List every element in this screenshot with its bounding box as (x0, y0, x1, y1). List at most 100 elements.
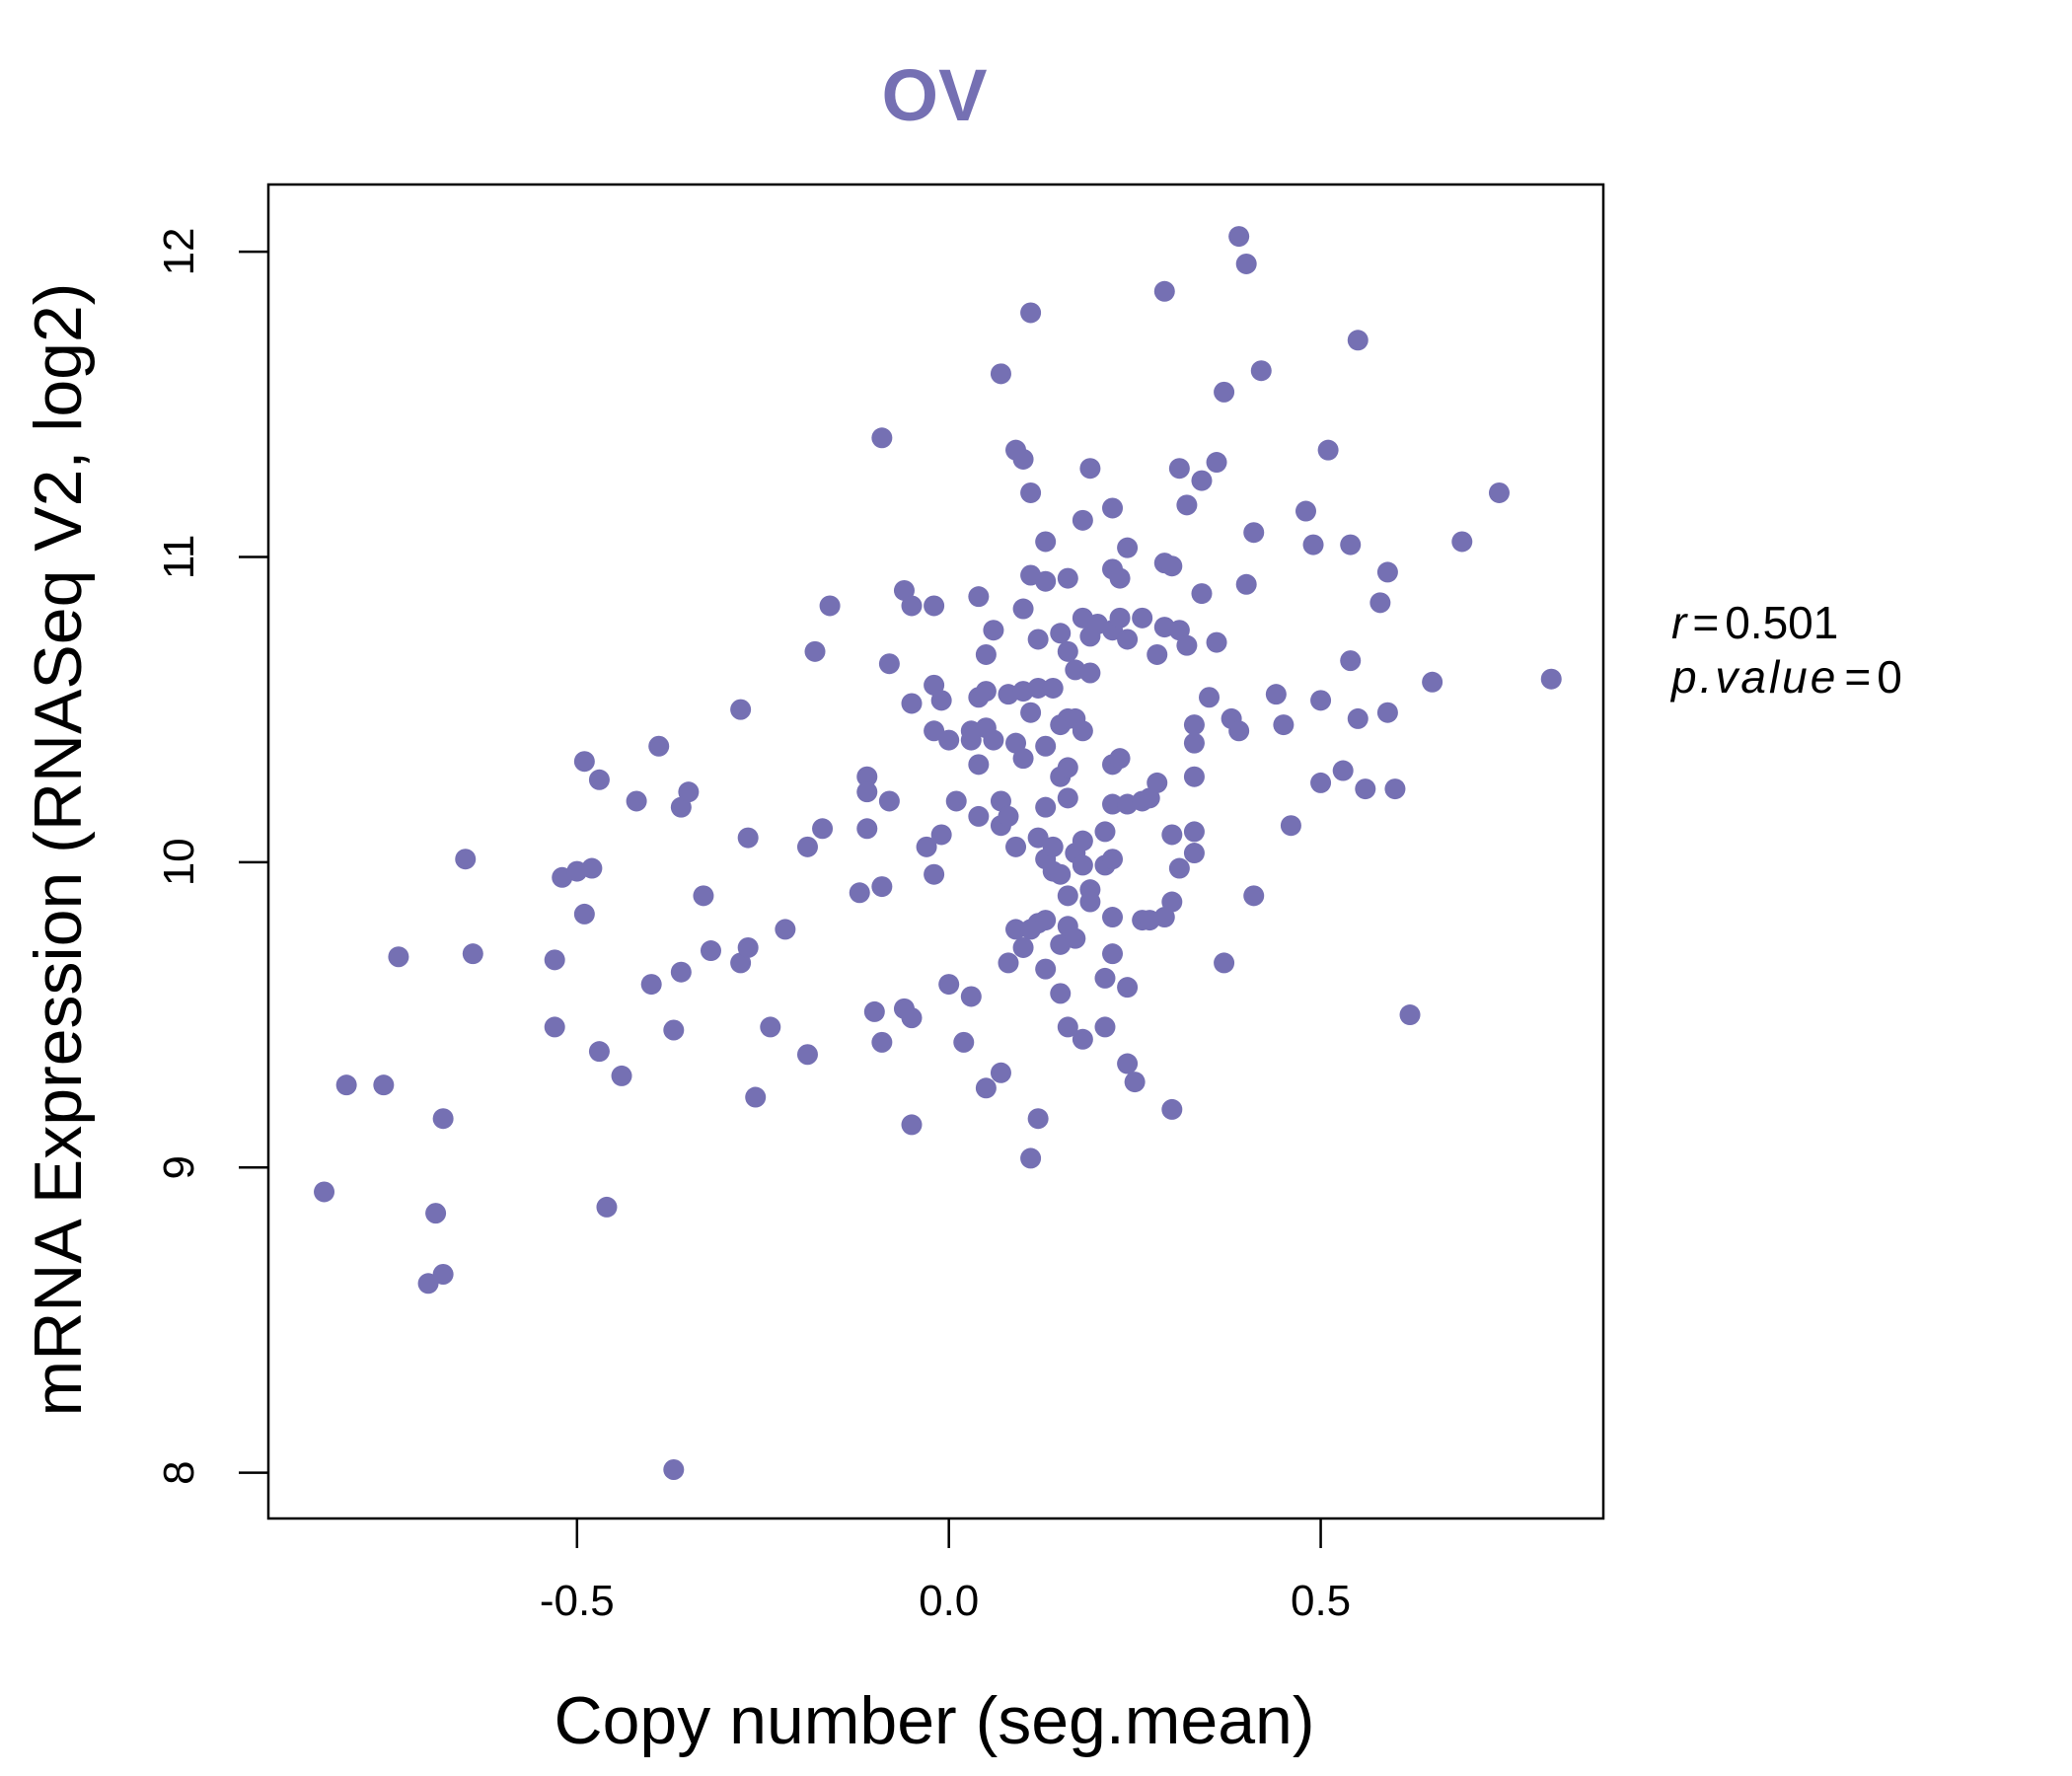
data-point (1161, 555, 1183, 577)
data-point (1422, 671, 1443, 693)
data-point (1027, 1108, 1049, 1130)
data-point (990, 363, 1011, 385)
data-point (1012, 448, 1034, 470)
data-point (588, 769, 610, 790)
data-point (1027, 677, 1049, 699)
data-point (1072, 509, 1093, 531)
data-point (1124, 1072, 1146, 1093)
data-point (1020, 702, 1042, 723)
plot-frame (266, 183, 1605, 1520)
data-point (573, 903, 595, 925)
data-point (1399, 1004, 1421, 1026)
data-point (314, 1181, 335, 1203)
data-point (878, 790, 900, 812)
data-point (1310, 690, 1332, 711)
data-point (1057, 757, 1078, 778)
data-point (1199, 687, 1221, 708)
data-point (1176, 634, 1198, 656)
data-point (1191, 470, 1213, 491)
data-point (975, 643, 997, 665)
y-tick-label: 11 (155, 535, 203, 580)
data-point (1250, 360, 1272, 382)
data-point (626, 790, 647, 812)
data-point (611, 1065, 632, 1086)
data-point (849, 882, 870, 904)
data-point (1302, 534, 1324, 555)
data-point (796, 836, 818, 857)
data-point (1235, 253, 1257, 274)
data-point (1161, 891, 1183, 913)
data-point (901, 595, 923, 617)
data-point (1109, 748, 1131, 770)
data-point (871, 427, 893, 449)
data-point (1117, 629, 1139, 650)
data-point (1183, 821, 1205, 843)
data-point (1176, 494, 1198, 516)
data-point (1117, 1053, 1139, 1074)
p-label: p.value (1669, 651, 1838, 703)
data-point (812, 818, 834, 840)
data-point (1295, 500, 1316, 522)
data-point (588, 1041, 610, 1063)
x-tick-label: 0.5 (1291, 1577, 1351, 1625)
data-point (1340, 650, 1362, 672)
data-point (1050, 863, 1072, 885)
data-point (1012, 598, 1034, 620)
data-point (1273, 714, 1295, 736)
data-point (1035, 958, 1057, 980)
y-tick-label: 9 (155, 1155, 203, 1179)
data-point (953, 1031, 975, 1053)
data-point (975, 681, 997, 703)
data-point (878, 653, 900, 675)
data-point (1369, 592, 1391, 614)
data-point (930, 824, 952, 846)
x-axis-label: Copy number (seg.mean) (554, 1683, 1314, 1758)
data-point (1265, 684, 1287, 705)
data-point (663, 1019, 685, 1041)
data-point (1042, 677, 1064, 699)
data-point (417, 1273, 439, 1295)
data-point (1057, 787, 1078, 809)
data-point (1020, 481, 1042, 503)
p-equals: = (1844, 651, 1871, 703)
data-point (1057, 885, 1078, 907)
data-point (1340, 534, 1362, 555)
data-point (1102, 849, 1124, 870)
data-point (1050, 623, 1072, 644)
correlation-stat: r = 0.501 (1671, 597, 1838, 648)
r-label: r (1671, 597, 1688, 648)
data-point (373, 1074, 395, 1096)
data-point (1102, 497, 1124, 519)
data-point (1161, 824, 1183, 846)
data-point (1020, 302, 1042, 324)
data-point (1280, 815, 1301, 837)
data-point (1072, 720, 1093, 742)
data-point (1147, 643, 1168, 665)
data-point (930, 690, 952, 711)
data-point (640, 974, 662, 996)
data-point (975, 1077, 997, 1099)
data-point (916, 836, 937, 857)
data-point (737, 827, 759, 849)
data-point (983, 729, 1004, 751)
data-point (1102, 907, 1124, 928)
points-layer (314, 226, 1562, 1480)
data-point (1065, 927, 1086, 949)
p-value-stat: p.value = 0 (1669, 651, 1902, 703)
y-tick-label: 8 (155, 1460, 203, 1484)
data-point (1243, 522, 1265, 544)
data-point (804, 640, 826, 662)
data-point (648, 735, 670, 757)
data-point (856, 766, 878, 787)
data-point (901, 1007, 923, 1029)
p-value: 0 (1877, 651, 1902, 703)
data-point (924, 720, 945, 742)
data-point (1109, 567, 1131, 589)
data-point (863, 1000, 885, 1022)
data-point (432, 1263, 454, 1285)
data-point (1005, 836, 1027, 857)
y-tick-label: 10 (155, 838, 203, 886)
data-point (1094, 967, 1116, 989)
data-point (1206, 452, 1227, 474)
data-point (1027, 629, 1049, 650)
